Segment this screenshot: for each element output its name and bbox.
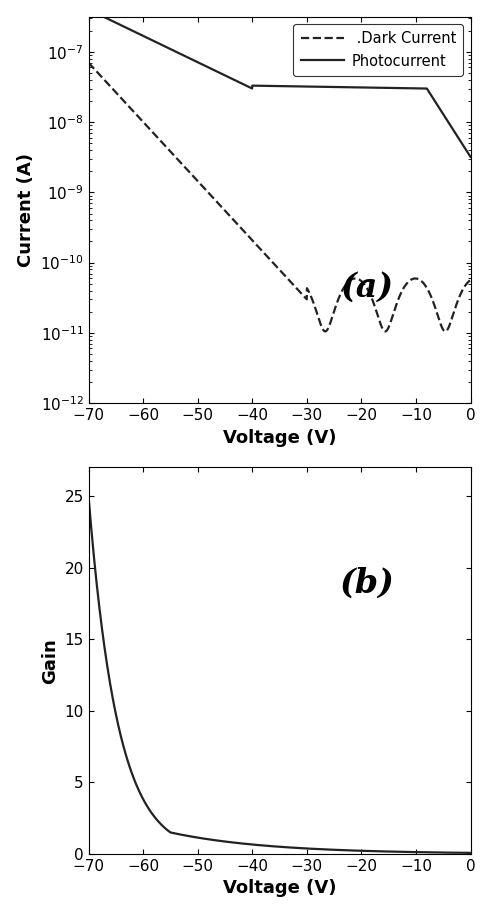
 .Dark Current (442, 326, 448, 337)
 .Dark Current (86, 58, 92, 69)
 .Dark Current (271, 259, 277, 270)
Photocurrent (261, 80, 267, 91)
 .Dark Current (386, 320, 392, 331)
 .Dark Current (261, 248, 267, 259)
Y-axis label: Gain: Gain (41, 638, 59, 684)
Line: Photocurrent: Photocurrent (89, 9, 470, 157)
Photocurrent (456, 133, 462, 144)
Photocurrent (271, 80, 277, 91)
Text: (b): (b) (340, 567, 395, 600)
Line:  .Dark Current: .Dark Current (89, 63, 470, 332)
 .Dark Current (457, 291, 462, 302)
 .Dark Current (105, 79, 111, 90)
Photocurrent (105, 14, 111, 25)
Photocurrent (86, 4, 92, 15)
X-axis label: Voltage (V): Voltage (V) (223, 429, 336, 447)
Text: (a): (a) (341, 271, 394, 303)
Photocurrent (386, 82, 392, 93)
Photocurrent (467, 152, 473, 163)
 .Dark Current (457, 292, 462, 303)
X-axis label: Voltage (V): Voltage (V) (223, 879, 336, 898)
Legend:  .Dark Current, Photocurrent: .Dark Current, Photocurrent (293, 24, 463, 76)
 .Dark Current (467, 274, 473, 285)
Photocurrent (457, 134, 462, 145)
Y-axis label: Current (A): Current (A) (17, 153, 34, 267)
